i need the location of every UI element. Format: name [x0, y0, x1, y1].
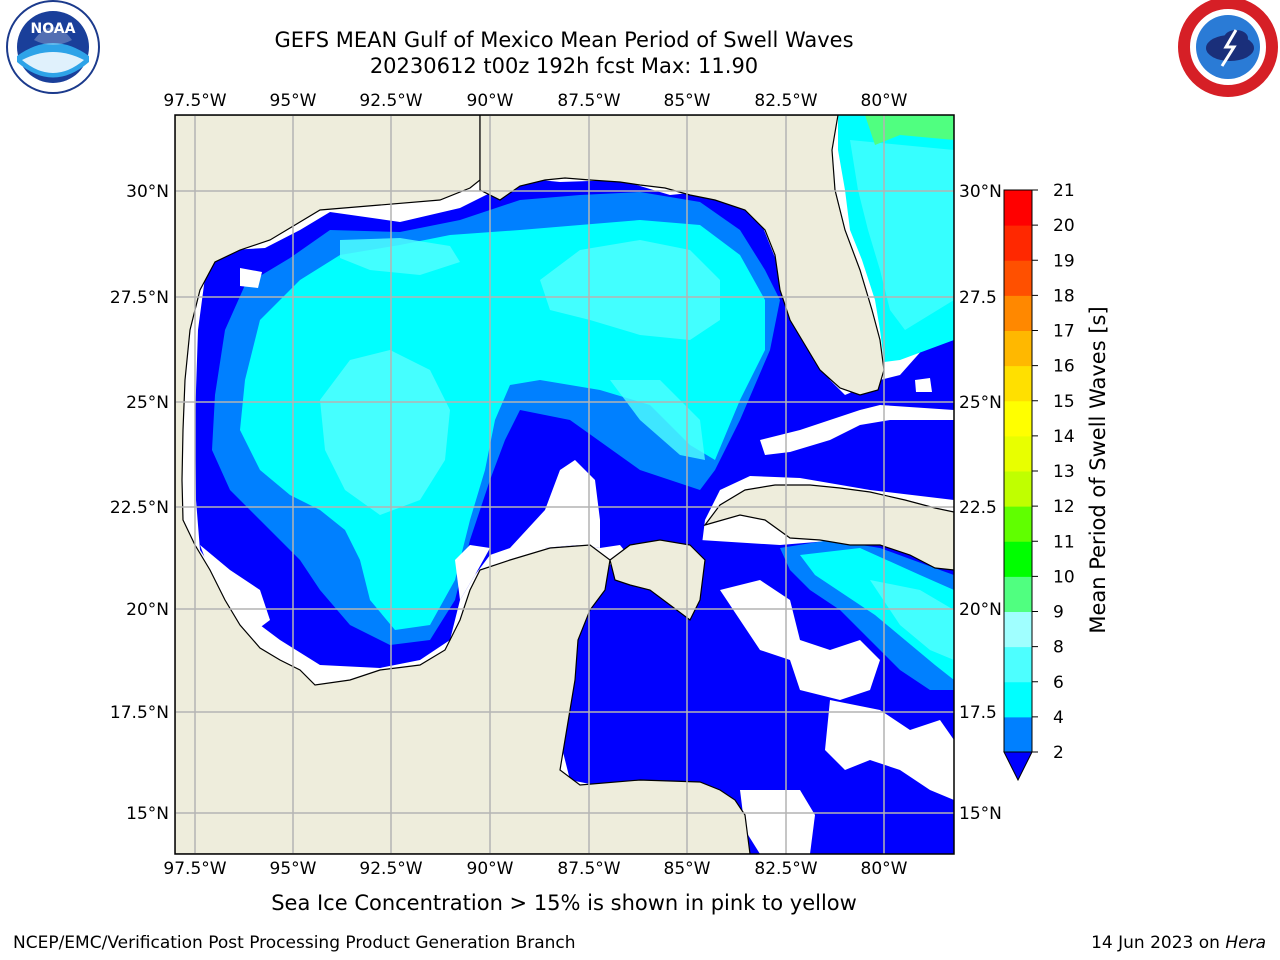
- sea-ice-note: Sea Ice Concentration > 15% is shown in …: [271, 891, 857, 915]
- lon-label: 80°W: [861, 91, 908, 111]
- lat-label: 27.5: [959, 288, 997, 308]
- no-data-patches: [200, 268, 954, 854]
- lat-label: 22.5°N: [110, 498, 169, 518]
- credit-left: NCEP/EMC/Verification Post Processing Pr…: [13, 933, 576, 953]
- lon-label: 97.5°W: [163, 859, 226, 879]
- colorbar-segment: [1004, 646, 1032, 683]
- colorbar-tick-label: 17: [1053, 322, 1075, 342]
- lat-label: 20°N: [959, 600, 1002, 620]
- colorbar-tick-label: 12: [1053, 497, 1075, 517]
- colorbar-tick-label: 16: [1053, 357, 1075, 377]
- lon-label: 90°W: [467, 859, 514, 879]
- credit-date: 14 Jun 2023 on: [1091, 933, 1226, 953]
- colorbar-tick-label: 9: [1053, 603, 1064, 623]
- colorbar-segment: [1004, 541, 1032, 577]
- lon-label: 95°W: [270, 91, 317, 111]
- colorbar-segment: [1004, 365, 1032, 402]
- colorbar-tick-label: 19: [1053, 251, 1075, 271]
- lon-label: 85°W: [664, 91, 711, 111]
- lat-label: 15°N: [126, 804, 169, 824]
- lat-labels-left: 30°N 27.5°N 25°N 22.5°N 20°N 17.5°N 15°N: [110, 182, 169, 824]
- colorbar: 2 4 6 8 9 10 11 12 13 14 15 16 17 18 19 20 21: [1003, 181, 1075, 782]
- lon-label: 82.5°W: [754, 91, 817, 111]
- lat-label: 17.5: [959, 703, 997, 723]
- colorbar-tick-label: 11: [1053, 532, 1075, 552]
- lon-label: 80°W: [861, 859, 908, 879]
- lon-label: 87.5°W: [557, 859, 620, 879]
- colorbar-tick-label: 15: [1053, 392, 1075, 412]
- colorbar-tick-label: 10: [1053, 567, 1075, 587]
- lat-label: 30°N: [126, 182, 169, 202]
- lat-label: 17.5°N: [110, 703, 169, 723]
- lat-label: 30°N: [959, 182, 1002, 202]
- map-title-line1: GEFS MEAN Gulf of Mexico Mean Period of …: [274, 28, 854, 52]
- lat-label: 15°N: [959, 804, 1002, 824]
- gridlines: [175, 115, 954, 854]
- colorbar-tick-label: 14: [1053, 427, 1075, 447]
- map-title-line2: 20230612 t00z 192h fcst Max: 11.90: [369, 54, 759, 78]
- colorbar-label: Mean Period of Swell Waves [s]: [1086, 306, 1110, 633]
- noaa-logo: NOAA: [6, 0, 100, 94]
- lat-label: 20°N: [126, 600, 169, 620]
- colorbar-tick-label: 8: [1053, 638, 1064, 658]
- lon-label: 82.5°W: [754, 859, 817, 879]
- colorbar-tick-label: 21: [1053, 181, 1075, 201]
- lon-label: 90°W: [467, 91, 514, 111]
- colorbar-tick-label: 2: [1053, 743, 1064, 763]
- colorbar-tick-label: 18: [1053, 286, 1075, 306]
- colorbar-segment: [1004, 611, 1032, 648]
- map-border: [174, 114, 955, 855]
- lon-label: 92.5°W: [359, 91, 422, 111]
- nws-logo: [1178, 0, 1278, 97]
- colorbar-segment: [1004, 330, 1032, 367]
- map-canvas: [175, 115, 954, 854]
- colorbar-tick-label: 20: [1053, 216, 1075, 236]
- colorbar-segment: [1004, 260, 1032, 296]
- swell-period-field: [175, 115, 954, 854]
- colorbar-tick-label: 6: [1053, 673, 1064, 693]
- lon-label: 85°W: [664, 859, 711, 879]
- noaa-logo-text: NOAA: [31, 21, 76, 37]
- lon-label: 97.5°W: [163, 91, 226, 111]
- credit-host: Hera: [1225, 933, 1266, 953]
- colorbar-segment: [1004, 190, 1032, 226]
- lon-label: 95°W: [270, 859, 317, 879]
- lon-label: 87.5°W: [557, 91, 620, 111]
- colorbar-tick-label: 4: [1053, 708, 1064, 728]
- lat-label: 22.5: [959, 498, 997, 518]
- lon-labels-top: 97.5°W 95°W 92.5°W 90°W 87.5°W 85°W 82.5…: [163, 91, 907, 111]
- colorbar-segment: [1004, 225, 1032, 261]
- colorbar-segment: [1004, 400, 1032, 437]
- colorbar-segment: [1004, 506, 1032, 542]
- colorbar-segment: [1004, 471, 1032, 507]
- colorbar-segment: [1004, 681, 1032, 718]
- colorbar-segment: [1004, 435, 1032, 472]
- lon-labels-bottom: 97.5°W 95°W 92.5°W 90°W 87.5°W 85°W 82.5…: [163, 859, 907, 879]
- colorbar-segment: [1004, 576, 1032, 612]
- lon-label: 92.5°W: [359, 859, 422, 879]
- credit-right: 14 Jun 2023 on Hera: [1091, 933, 1266, 953]
- lat-label: 25°N: [959, 393, 1002, 413]
- lat-label: 25°N: [126, 393, 169, 413]
- colorbar-segment: [1004, 295, 1032, 331]
- lat-labels-right: 30°N 27.5 25°N 22.5 20°N 17.5 15°N: [959, 182, 1002, 824]
- colorbar-tick-label: 13: [1053, 462, 1075, 482]
- colorbar-extend-arrow: [1003, 751, 1033, 782]
- colorbar-segment: [1004, 716, 1032, 753]
- lat-label: 27.5°N: [110, 288, 169, 308]
